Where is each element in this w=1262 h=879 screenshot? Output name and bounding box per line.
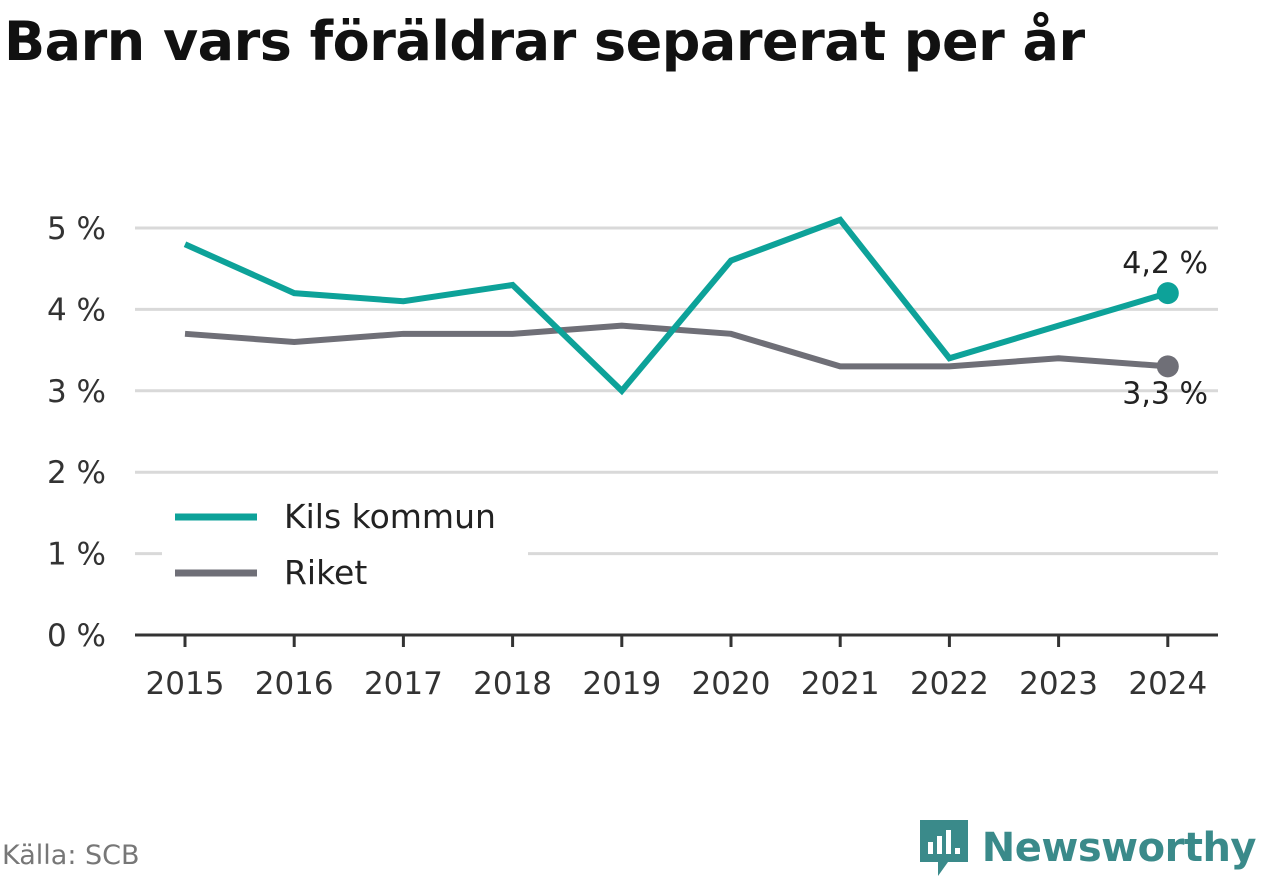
y-tick-label: 1 %	[47, 537, 106, 573]
y-tick-label: 2 %	[47, 455, 106, 491]
y-tick-label: 3 %	[47, 374, 106, 410]
x-axis: 2015 2016 2017 2018 2019 2020 2021 2022 2023 2024	[135, 633, 1218, 702]
series-lines	[183, 216, 1169, 396]
end-labels: 4,2 % 3,3 %	[1122, 246, 1208, 411]
series-line-2	[184, 322, 1169, 370]
x-tick-label: 2016	[255, 666, 334, 702]
x-tick-label: 2021	[801, 666, 880, 702]
newsworthy-logo-icon	[919, 820, 968, 876]
x-tick-label: 2023	[1019, 666, 1098, 702]
x-tick-label: 2020	[692, 666, 771, 702]
end-label-1: 4,2 %	[1122, 246, 1208, 281]
legend: Kils kommun Riket	[162, 493, 528, 605]
end-marker-1	[1156, 282, 1179, 305]
y-axis: 0 % 1 % 2 % 3 % 4 % 5 %	[47, 211, 106, 654]
x-tick-label: 2022	[910, 666, 989, 702]
legend-label-1: Kils kommun	[284, 497, 496, 536]
x-tick-label: 2024	[1128, 666, 1207, 702]
chart-title: Barn vars föräldrar separerat per år	[4, 10, 1085, 73]
series-line-1	[183, 216, 1169, 396]
end-label-2: 3,3 %	[1122, 376, 1208, 411]
x-tick-label: 2019	[582, 666, 661, 702]
x-tick-label: 2018	[473, 666, 552, 702]
legend-label-2: Riket	[284, 553, 367, 592]
source-note: Källa: SCB	[2, 840, 140, 871]
y-tick-label: 5 %	[47, 211, 106, 247]
y-tick-label: 0 %	[47, 618, 106, 654]
brand-logo[interactable]: Newsworthy	[918, 818, 1257, 878]
brand-name: Newsworthy	[981, 825, 1257, 871]
y-tick-label: 4 %	[47, 292, 106, 328]
legend-background	[162, 493, 528, 605]
x-tick-label: 2015	[146, 666, 225, 702]
x-tick-label: 2017	[364, 666, 443, 702]
end-marker-2	[1156, 355, 1179, 378]
